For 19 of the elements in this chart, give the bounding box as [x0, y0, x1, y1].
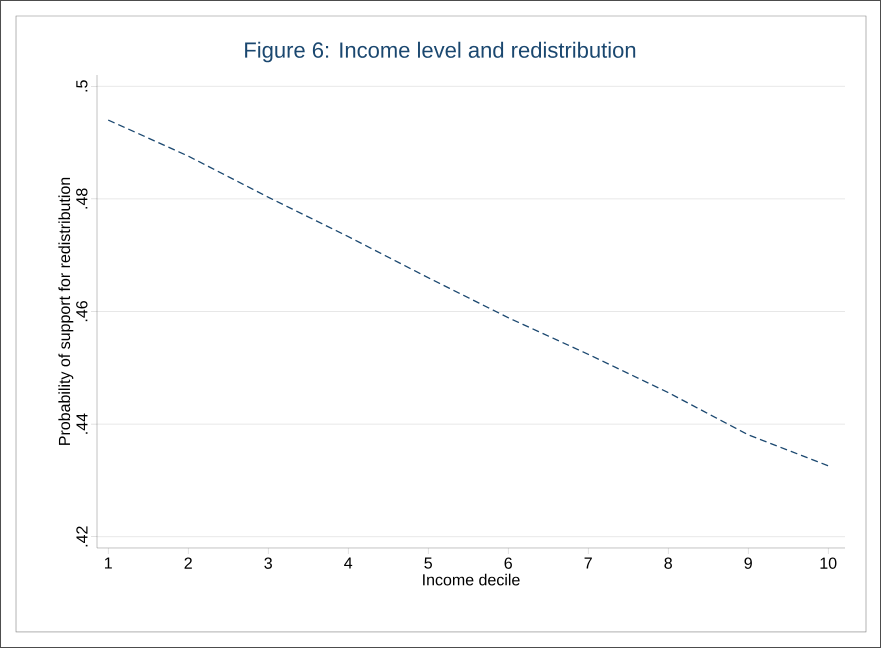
y-tick-label: .42 — [76, 526, 88, 546]
x-tick-label: 1 — [104, 558, 112, 569]
line-series — [108, 119, 829, 466]
y-tick-label: .44 — [76, 413, 88, 434]
x-tick-label: 3 — [264, 558, 272, 569]
x-tick-label: 6 — [504, 558, 512, 569]
chart-title: Figure 6: Income level and redistribution — [245, 42, 636, 62]
x-tick-label: 2 — [184, 558, 192, 569]
y-tick-label: .5 — [76, 80, 88, 92]
y-axis-title: Probability of support for redistribution — [58, 178, 74, 445]
x-tick-label: 9 — [744, 558, 752, 569]
x-axis-title: Income decile — [423, 574, 520, 586]
x-tick-label: 8 — [664, 558, 672, 569]
x-tick-label: 5 — [424, 558, 432, 569]
x-tick-label: 10 — [820, 558, 836, 569]
y-tick-label: .46 — [76, 301, 88, 322]
y-tick-label: .48 — [76, 188, 88, 209]
x-tick-label: 4 — [344, 558, 352, 569]
x-tick-label: 7 — [584, 558, 592, 569]
